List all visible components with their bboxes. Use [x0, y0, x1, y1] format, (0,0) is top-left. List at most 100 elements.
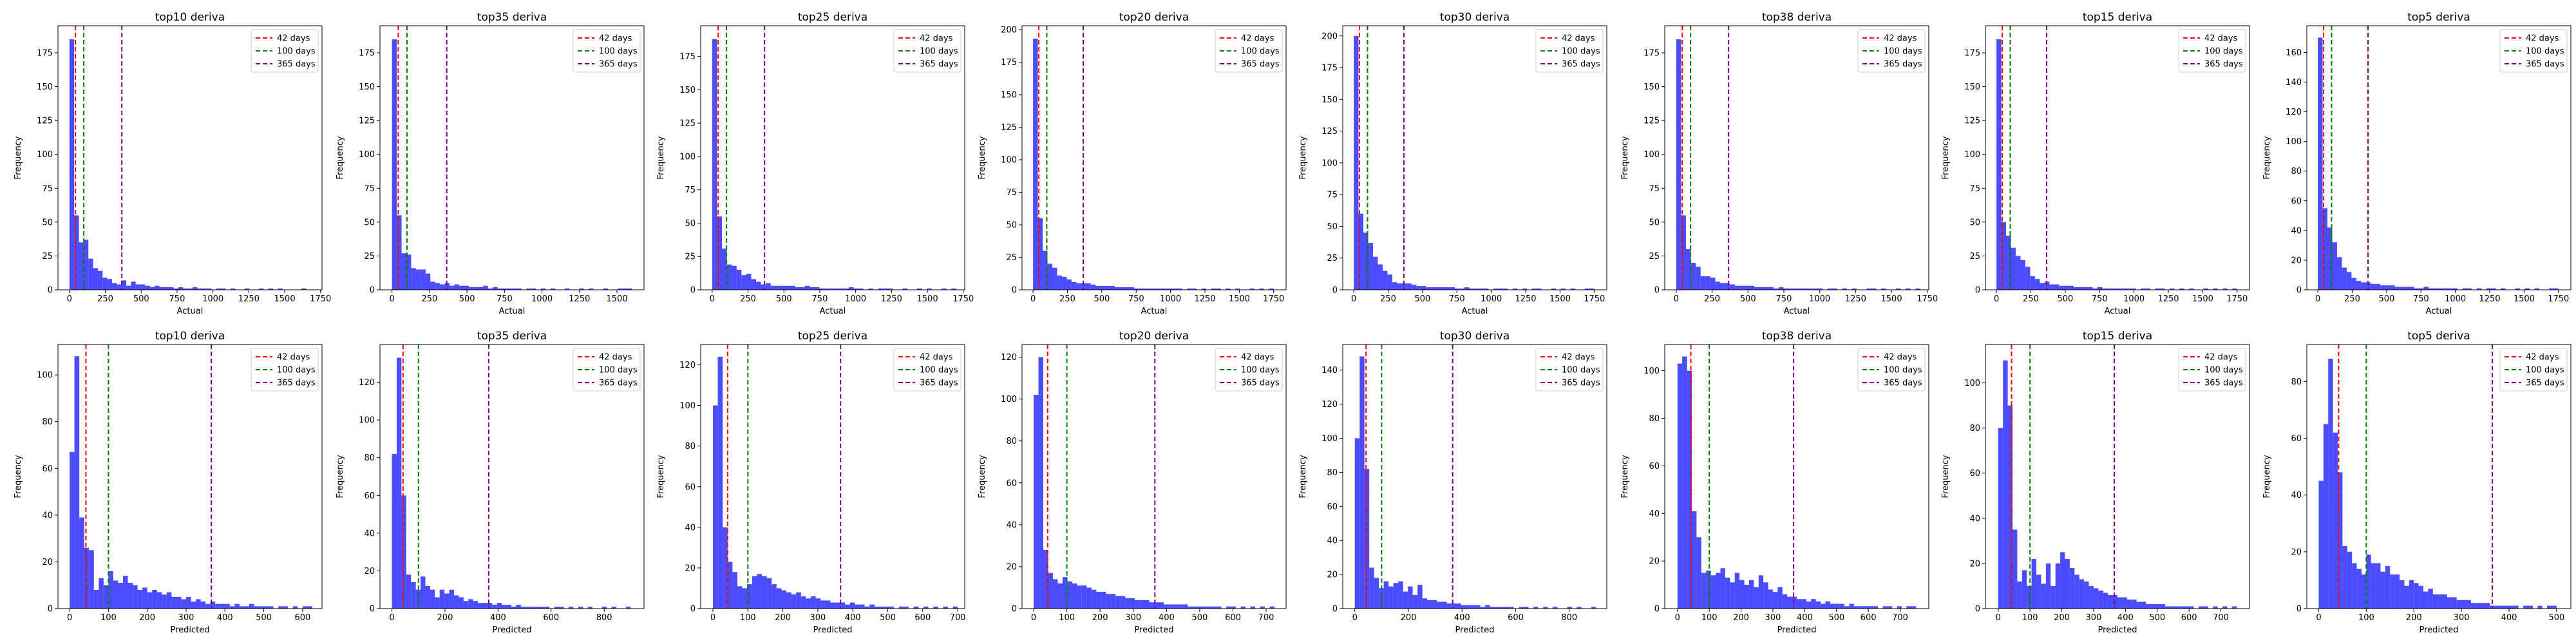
histogram-bar — [191, 601, 196, 609]
histogram-bar — [913, 606, 919, 609]
histogram-bar — [478, 287, 484, 290]
legend-entry: 42 days — [2204, 34, 2238, 44]
x-axis-label: Actual — [1141, 307, 1168, 316]
subplot: 0 100 200 300 400 500 600 700 0 20 40 60 80 100 120 top… — [656, 330, 966, 635]
histogram-bar — [1130, 598, 1135, 609]
histogram-bar — [2136, 601, 2142, 609]
histogram-bar — [2126, 288, 2132, 290]
histogram-bar — [1269, 288, 1274, 290]
histogram-bar — [814, 287, 820, 290]
histogram-bar — [2338, 472, 2343, 609]
histogram-bar — [2155, 288, 2161, 290]
histogram-bar — [2447, 288, 2453, 290]
histogram-bar — [2333, 432, 2338, 609]
histogram-bar — [2356, 569, 2362, 609]
histogram-bar — [502, 605, 507, 609]
histogram-bar — [917, 288, 922, 290]
histogram-bar — [2508, 605, 2514, 609]
histogram-bar — [1090, 284, 1096, 290]
y-tick-label: 0 — [370, 286, 375, 296]
histogram-bar — [411, 582, 416, 609]
histogram-bar — [2001, 222, 2007, 290]
histogram-bar — [1435, 287, 1441, 290]
histogram-bar — [1744, 285, 1750, 290]
x-tick-label: 1000 — [531, 294, 553, 304]
histogram-bar — [133, 585, 138, 609]
y-axis-label: Frequency — [1941, 136, 1951, 179]
histogram-bar — [2112, 594, 2117, 609]
histogram-bar — [2356, 281, 2362, 290]
subplot: 0 100 200 300 400 500 0 20 40 60 80 top5 deriva Pred… — [2262, 330, 2571, 635]
histogram-bar — [439, 589, 445, 609]
y-tick-label: 150 — [1964, 82, 1980, 92]
histogram-bar — [943, 606, 948, 609]
histogram-bar — [1037, 218, 1043, 290]
histogram-bar — [1173, 604, 1179, 609]
legend-entry: 100 days — [920, 366, 958, 375]
histogram-bar — [887, 288, 893, 290]
histogram-bar — [128, 583, 133, 609]
x-tick-label: 200 — [437, 613, 453, 623]
subplot: 0 100 200 300 400 500 600 700 0 20 40 60 80 100 top38 … — [1620, 330, 1929, 635]
histogram-bar — [1523, 607, 1529, 609]
y-axis-label: Frequency — [1298, 455, 1308, 498]
histogram-bar — [2428, 288, 2434, 290]
histogram-bar — [544, 607, 550, 609]
histogram-bar — [406, 254, 412, 290]
histogram-bar — [1996, 39, 2002, 290]
x-tick-label: 1000 — [2445, 294, 2466, 304]
histogram-bar — [1101, 591, 1106, 609]
x-tick-label: 800 — [596, 613, 612, 623]
histogram-bar — [2528, 605, 2533, 609]
subplot: 0 250 500 750 1000 1250 1500 1750 0 20 40 60 80 100 12… — [2262, 11, 2571, 316]
y-tick-label: 75 — [364, 184, 375, 194]
legend-entry: 42 days — [920, 34, 953, 44]
histogram-bar — [2049, 284, 2054, 290]
histogram-bar — [1269, 606, 1274, 609]
histogram-bar — [834, 288, 839, 290]
histogram-bar — [2189, 606, 2194, 609]
histogram-bar — [2065, 558, 2070, 609]
histogram-bar — [1531, 289, 1537, 290]
histogram-bar — [1067, 581, 1072, 609]
x-tick-label: 500 — [1740, 294, 1756, 304]
histogram-bar — [1842, 288, 1847, 290]
x-tick-label: 1250 — [1845, 294, 1866, 304]
histogram-bar — [1812, 288, 1818, 290]
histogram-bar — [1033, 39, 1038, 290]
x-tick-label: 250 — [740, 294, 756, 304]
y-tick-label: 175 — [1643, 49, 1660, 59]
histogram-bar — [1398, 581, 1403, 609]
histogram-bar — [2537, 605, 2543, 609]
histogram-bar — [1364, 469, 1370, 609]
histogram-bar — [1363, 232, 1368, 290]
histogram-bar — [2346, 272, 2352, 290]
histogram-bar — [482, 603, 488, 609]
x-tick-label: 1500 — [607, 294, 628, 304]
histogram-bar — [2514, 605, 2519, 609]
y-tick-label: 125 — [1964, 117, 1980, 126]
x-tick-label: 1750 — [310, 294, 331, 304]
histogram-bar — [121, 280, 127, 290]
histogram-bar — [1459, 289, 1464, 290]
histogram-bar — [2480, 603, 2486, 609]
y-tick-label: 20 — [1327, 571, 1338, 580]
x-tick-label: 500 — [459, 294, 475, 304]
histogram-bar — [1197, 606, 1202, 609]
histogram-bar — [2112, 288, 2117, 290]
x-tick-label: 200 — [1401, 613, 1417, 623]
legend: 42 days 100 days 365 days — [573, 29, 641, 73]
x-axis-label: Actual — [820, 307, 846, 316]
histogram-bar — [1705, 276, 1710, 290]
histogram-bar — [392, 39, 397, 290]
x-tick-label: 250 — [97, 294, 113, 304]
histogram-bar — [1480, 607, 1486, 609]
histogram-bar — [1106, 594, 1111, 609]
y-axis-label: Frequency — [978, 455, 987, 498]
x-tick-label: 500 — [2378, 294, 2394, 304]
x-tick-label: 500 — [1828, 613, 1844, 623]
histogram-bar — [122, 576, 128, 609]
y-tick-label: 200 — [1321, 32, 1338, 41]
histogram-bar — [2347, 551, 2353, 609]
x-tick-label: 1000 — [1160, 294, 1181, 304]
